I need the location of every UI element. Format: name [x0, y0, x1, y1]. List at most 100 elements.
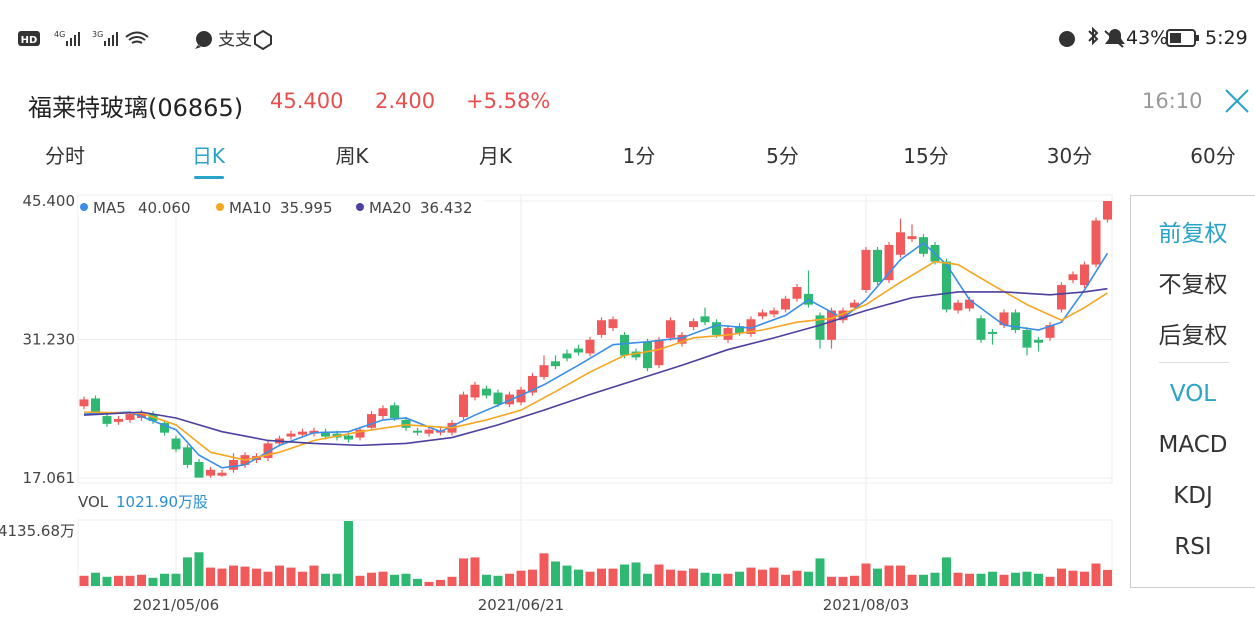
- candle-body: [263, 443, 273, 459]
- candle-body: [769, 310, 779, 315]
- candle-body: [1080, 264, 1089, 286]
- candle-body: [424, 429, 434, 434]
- x-tick-label: 2021/06/21: [478, 596, 564, 614]
- candle-body: [459, 394, 468, 418]
- volume-bar: [378, 571, 388, 586]
- legend-name: MA5: [93, 199, 126, 217]
- period-tab[interactable]: 日K: [169, 140, 249, 179]
- period-tab[interactable]: 月K: [478, 144, 513, 168]
- period-tab[interactable]: 分时: [45, 144, 85, 168]
- volume-bar: [114, 575, 123, 586]
- volume-bar: [252, 568, 261, 586]
- volume-bar: [1057, 568, 1066, 586]
- candle-body: [873, 249, 882, 283]
- volume-bar: [413, 578, 422, 586]
- volume-bar: [401, 573, 411, 586]
- volume-readout: 1021.90万股: [116, 493, 208, 511]
- volume-bar: [597, 568, 606, 586]
- candle-body: [206, 469, 215, 476]
- candle-body: [114, 418, 123, 422]
- candle-body: [1103, 201, 1112, 220]
- legend-value: 36.432: [420, 199, 473, 217]
- stock-name: 福莱特玻璃(06865): [28, 94, 244, 122]
- period-tab[interactable]: 30分: [1046, 144, 1093, 168]
- adjust-option[interactable]: 不复权: [1158, 272, 1228, 298]
- candle-body: [470, 384, 480, 398]
- legend-value: 35.995: [280, 199, 333, 217]
- volume-bar: [1091, 563, 1101, 586]
- candle-body: [677, 334, 687, 344]
- status-icons: HD 4G 3G 支支: [18, 29, 272, 50]
- candle-body: [1022, 330, 1032, 348]
- y-tick-label: 31.230: [23, 331, 76, 349]
- legend-dot: [356, 203, 364, 211]
- candle-body: [217, 472, 227, 476]
- candle-body: [746, 319, 756, 334]
- candle-body: [401, 419, 411, 428]
- volume-bar: [988, 571, 997, 586]
- volume-bar: [873, 568, 882, 586]
- volume-bar: [309, 565, 319, 586]
- volume-bar: [953, 572, 963, 586]
- candle-body: [712, 322, 721, 335]
- volume-bar: [850, 575, 859, 586]
- legend-name: MA20: [369, 199, 411, 217]
- candle-body: [942, 261, 951, 310]
- indicator-option[interactable]: MACD: [1158, 432, 1228, 458]
- candle-body: [597, 320, 606, 335]
- candle-body: [171, 438, 181, 450]
- volume-bar: [666, 569, 675, 586]
- volume-bar: [631, 562, 641, 586]
- candle-body: [344, 435, 353, 440]
- period-tab[interactable]: 周K: [335, 144, 369, 168]
- period-tab[interactable]: 1分: [622, 144, 656, 168]
- stock-price: 45.400: [270, 89, 344, 113]
- indicator-option[interactable]: RSI: [1174, 534, 1212, 560]
- candle-body: [735, 326, 744, 333]
- volume-bar: [907, 574, 917, 586]
- volume-bar: [781, 574, 790, 586]
- volume-bar: [769, 567, 779, 586]
- volume-bar: [148, 577, 158, 586]
- period-tab[interactable]: 60分: [1190, 144, 1236, 168]
- candle-body: [976, 318, 986, 340]
- period-tab[interactable]: 5分: [766, 144, 799, 168]
- volume-bar: [1034, 573, 1043, 586]
- volume-bar: [562, 565, 572, 586]
- volume-tick-label: 4135.68万: [0, 522, 75, 540]
- candle-body: [643, 341, 652, 369]
- volume-bar: [758, 569, 767, 586]
- close-button[interactable]: [1224, 88, 1250, 114]
- indicator-option[interactable]: KDJ: [1173, 483, 1213, 509]
- indicator-option[interactable]: VOL: [1169, 381, 1217, 407]
- volume-bar: [355, 575, 365, 586]
- volume-bar: [723, 573, 733, 586]
- adjust-option[interactable]: 前复权: [1158, 221, 1228, 247]
- volume-bar: [516, 570, 526, 586]
- candle-body: [355, 429, 365, 438]
- candle-body: [850, 302, 859, 308]
- candle-body: [988, 331, 997, 334]
- volume-bar: [896, 565, 905, 586]
- candle-body: [1011, 312, 1020, 331]
- candle-body: [1034, 339, 1043, 343]
- candle-body: [79, 399, 89, 407]
- volume-bar: [1045, 576, 1055, 586]
- net-label: 3G: [92, 30, 103, 39]
- legend-bg: [78, 196, 484, 216]
- candle-body: [838, 310, 848, 321]
- candle-body: [378, 408, 388, 417]
- period-tab[interactable]: 15分: [903, 144, 949, 168]
- app-icon: 支支: [218, 30, 252, 50]
- candle-body: [861, 249, 871, 290]
- adjust-option[interactable]: 后复权: [1158, 323, 1228, 349]
- candle-body: [137, 413, 146, 418]
- candle-body: [574, 348, 583, 353]
- volume-bar: [447, 576, 457, 586]
- volume-bar: [79, 575, 89, 586]
- candle-body: [286, 433, 296, 437]
- divider: [1159, 362, 1229, 363]
- volume-bar: [493, 575, 503, 586]
- candle-body: [815, 315, 825, 340]
- volume-bar: [160, 573, 169, 586]
